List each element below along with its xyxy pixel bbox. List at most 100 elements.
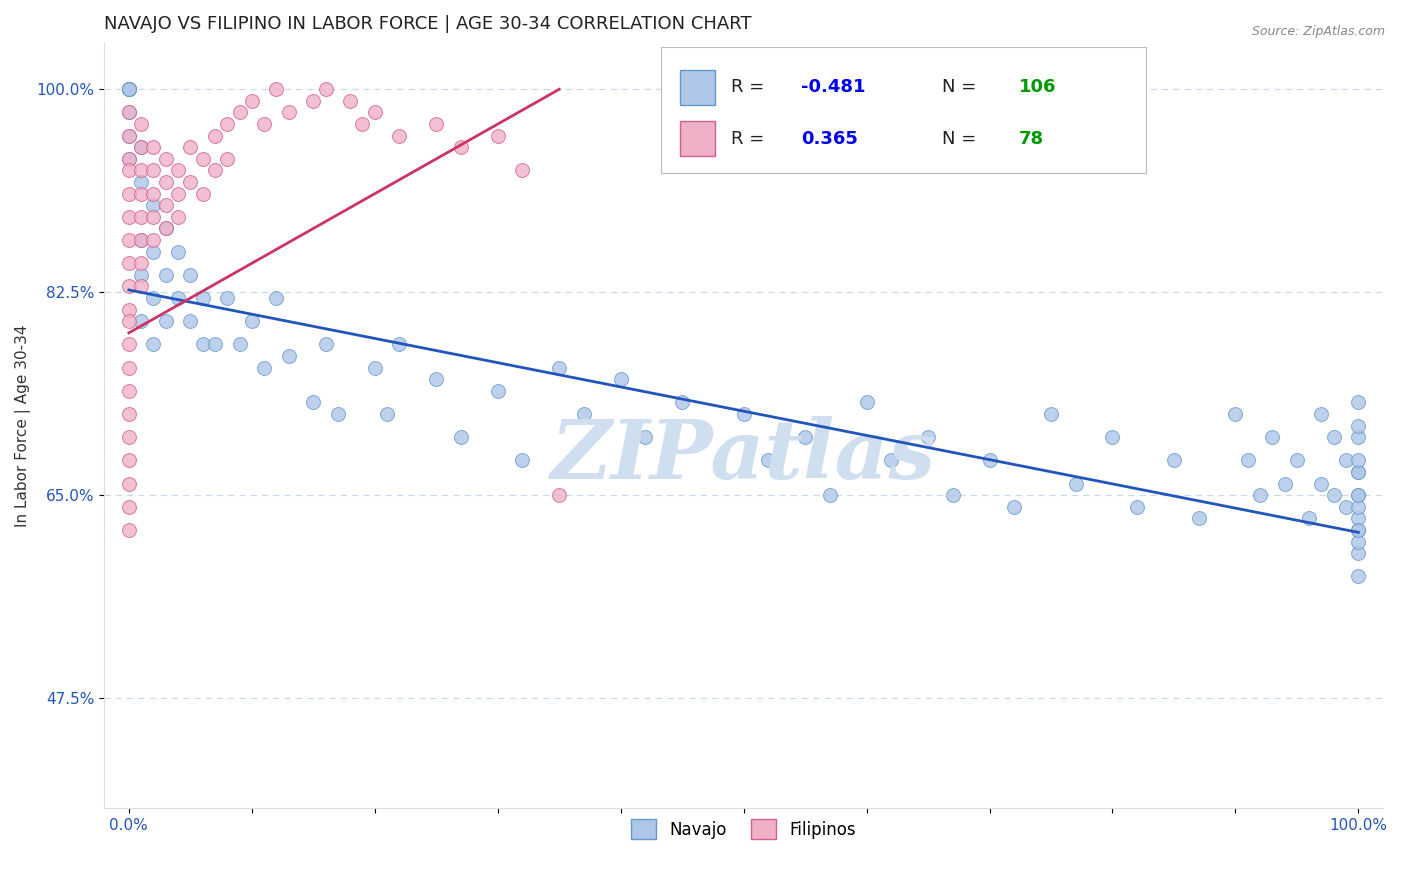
Point xyxy=(142,140,165,154)
Point xyxy=(118,302,141,317)
Point xyxy=(118,314,141,328)
Point xyxy=(339,94,361,108)
Text: 78: 78 xyxy=(1018,129,1043,147)
Point xyxy=(179,175,201,189)
Point xyxy=(510,163,533,178)
Point xyxy=(1298,511,1320,525)
Point xyxy=(1236,453,1258,467)
Point xyxy=(1347,500,1369,514)
Point xyxy=(217,117,239,131)
Point xyxy=(240,94,263,108)
Point xyxy=(1347,523,1369,537)
Point xyxy=(155,314,177,328)
Point xyxy=(204,163,226,178)
Text: ZIPatlas: ZIPatlas xyxy=(551,417,936,496)
Point xyxy=(118,360,141,375)
Point xyxy=(129,210,152,224)
Point xyxy=(277,105,299,120)
Point xyxy=(1347,418,1369,433)
Point xyxy=(155,175,177,189)
Point xyxy=(155,221,177,235)
Point xyxy=(167,244,190,259)
Point xyxy=(1347,546,1369,560)
Point xyxy=(142,337,165,351)
Point xyxy=(486,384,509,398)
Point xyxy=(155,198,177,212)
Point xyxy=(129,175,152,189)
Point xyxy=(609,372,631,386)
Point xyxy=(129,233,152,247)
Point xyxy=(118,279,141,293)
Point xyxy=(425,117,447,131)
Point xyxy=(1285,453,1308,467)
Point xyxy=(1187,511,1209,525)
Point xyxy=(118,523,141,537)
Point xyxy=(155,268,177,282)
Point xyxy=(510,453,533,467)
Point xyxy=(118,233,141,247)
Point xyxy=(118,500,141,514)
Text: -0.481: -0.481 xyxy=(801,78,866,96)
Point xyxy=(253,360,276,375)
Point xyxy=(167,291,190,305)
Point xyxy=(979,453,1001,467)
Text: N =: N = xyxy=(942,78,976,96)
Point xyxy=(118,210,141,224)
Point xyxy=(1323,488,1346,502)
Point xyxy=(191,152,214,166)
Point xyxy=(142,233,165,247)
Point xyxy=(129,163,152,178)
Point xyxy=(302,395,325,409)
Point xyxy=(217,152,239,166)
Point xyxy=(142,186,165,201)
FancyBboxPatch shape xyxy=(679,121,716,156)
Point xyxy=(572,407,595,421)
Point xyxy=(277,349,299,363)
Point xyxy=(129,140,152,154)
Point xyxy=(1310,407,1333,421)
Point xyxy=(118,105,141,120)
Point xyxy=(1163,453,1185,467)
Point xyxy=(129,233,152,247)
Point xyxy=(1334,500,1357,514)
Point xyxy=(118,476,141,491)
Y-axis label: In Labor Force | Age 30-34: In Labor Force | Age 30-34 xyxy=(15,325,31,527)
Point xyxy=(118,152,141,166)
Point xyxy=(1002,500,1025,514)
Text: 0.365: 0.365 xyxy=(801,129,858,147)
Point xyxy=(266,82,288,96)
Point xyxy=(326,407,349,421)
Point xyxy=(167,210,190,224)
Point xyxy=(179,140,201,154)
Point xyxy=(1347,523,1369,537)
Point xyxy=(129,186,152,201)
Point xyxy=(118,152,141,166)
FancyBboxPatch shape xyxy=(679,70,716,104)
Point xyxy=(118,82,141,96)
Point xyxy=(1126,500,1149,514)
Point xyxy=(1347,569,1369,583)
Point xyxy=(917,430,939,444)
Point xyxy=(253,117,276,131)
Point xyxy=(228,105,250,120)
Point xyxy=(880,453,903,467)
Point xyxy=(634,430,657,444)
Point xyxy=(302,94,325,108)
Point xyxy=(671,395,693,409)
Point xyxy=(1249,488,1271,502)
Point xyxy=(756,453,779,467)
Point xyxy=(118,105,141,120)
Text: R =: R = xyxy=(731,78,770,96)
Point xyxy=(388,128,411,143)
Point xyxy=(1064,476,1087,491)
Point xyxy=(375,407,398,421)
Point xyxy=(228,337,250,351)
Point xyxy=(1347,511,1369,525)
Point xyxy=(118,186,141,201)
Point xyxy=(191,337,214,351)
Point xyxy=(1334,453,1357,467)
Point xyxy=(167,163,190,178)
Point xyxy=(1101,430,1123,444)
Point xyxy=(118,128,141,143)
Point xyxy=(129,268,152,282)
